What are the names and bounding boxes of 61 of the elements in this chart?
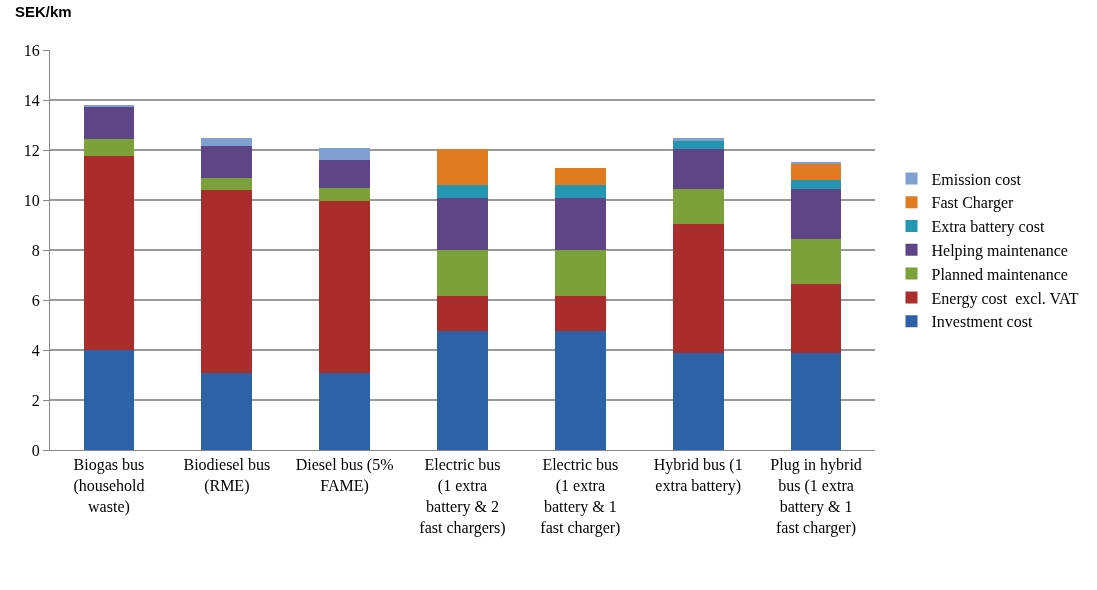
bar bbox=[790, 238, 842, 284]
bar bbox=[83, 138, 135, 157]
y-axis-title: SEK/km bbox=[15, 3, 72, 20]
y-tick-label: 14 bbox=[23, 91, 40, 109]
bar bbox=[319, 160, 370, 188]
bar bbox=[437, 197, 488, 250]
y-tick-label: 8 bbox=[31, 241, 40, 259]
bar bbox=[437, 250, 488, 297]
bar bbox=[555, 296, 606, 332]
x-tick-label: Diesel bus (5% FAME) bbox=[295, 456, 394, 495]
bar bbox=[201, 137, 253, 147]
bar bbox=[437, 296, 488, 332]
bar bbox=[555, 167, 606, 185]
bar bbox=[319, 372, 370, 450]
x-tick-label: Biogas bus (household waste) bbox=[73, 456, 145, 516]
legend-label: Emission cost bbox=[931, 170, 1022, 188]
bar bbox=[790, 163, 842, 180]
bar bbox=[319, 147, 370, 160]
bar bbox=[790, 180, 842, 189]
bar bbox=[83, 106, 135, 139]
y-tick-label: 6 bbox=[31, 291, 40, 309]
bar bbox=[672, 188, 724, 224]
legend-label: Extra battery cost bbox=[931, 218, 1045, 237]
y-tick-label: 12 bbox=[23, 141, 40, 159]
bar bbox=[672, 141, 724, 149]
bar bbox=[201, 372, 253, 450]
bar bbox=[672, 352, 724, 450]
legend-label: Investment cost bbox=[931, 313, 1033, 331]
bar bbox=[790, 283, 842, 353]
y-tick-label: 4 bbox=[31, 341, 40, 359]
y-tick-label: 0 bbox=[31, 441, 40, 459]
legend-label: Energy cost excl. VAT bbox=[931, 289, 1079, 308]
legend-label: Helping maintenance bbox=[931, 242, 1068, 261]
bar bbox=[555, 250, 606, 297]
y-tick-label: 10 bbox=[23, 191, 40, 209]
x-tick-label: Hybrid bus (1 extra battery) bbox=[653, 456, 743, 495]
bar bbox=[201, 190, 253, 373]
x-tick-label: Biodiesel bus (RME) bbox=[183, 456, 271, 495]
x-tick-label: Electric bus (1 extra battery & 1 fast charger) bbox=[540, 456, 621, 537]
bar bbox=[83, 350, 135, 450]
bar bbox=[201, 177, 253, 190]
y-tick-label: 2 bbox=[31, 391, 40, 409]
x-tick-label: Electric bus (1 extra battery & 2 fast chargers) bbox=[419, 456, 506, 537]
legend-label: Fast Charger bbox=[931, 194, 1015, 213]
bar bbox=[83, 156, 135, 350]
bar bbox=[319, 201, 370, 373]
bar bbox=[437, 148, 488, 185]
bar bbox=[790, 188, 842, 239]
bar bbox=[672, 223, 724, 353]
bar bbox=[672, 148, 724, 189]
x-tick-label: Plug in hybrid bus (1 extra battery & 1 fast charger) bbox=[770, 456, 862, 537]
bar bbox=[555, 197, 606, 250]
bar bbox=[555, 331, 606, 450]
y-tick-label: 16 bbox=[23, 41, 40, 59]
bar bbox=[201, 146, 253, 178]
bar bbox=[790, 352, 842, 450]
legend-label: Planned maintenance bbox=[931, 265, 1068, 283]
bar bbox=[319, 187, 370, 202]
bar bbox=[555, 185, 606, 198]
bar bbox=[437, 331, 488, 450]
bar bbox=[437, 185, 488, 198]
